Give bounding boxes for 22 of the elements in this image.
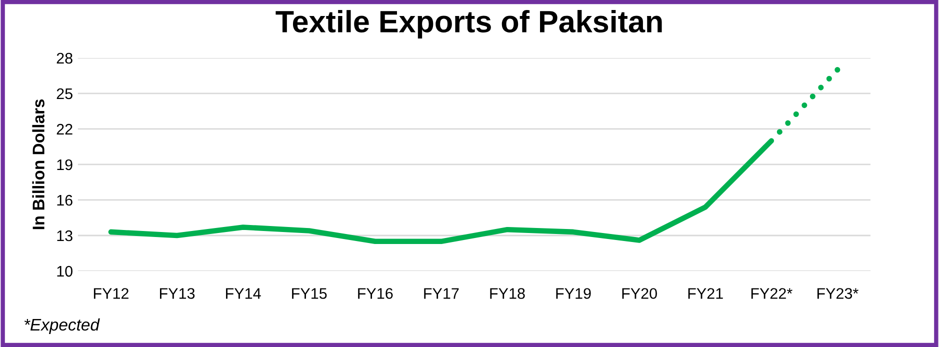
x-tick-label: FY20 (622, 288, 657, 299)
x-tick-label: FY17 (424, 288, 459, 299)
x-tick-label: FY19 (556, 288, 591, 299)
x-tick-label: FY12 (94, 288, 128, 299)
x-tick-label: FY22* (751, 288, 792, 299)
x-tick-label: FY13 (160, 288, 195, 299)
x-tick-label: FY23* (817, 288, 858, 299)
x-tick-label: FY21 (688, 288, 723, 299)
chart-title: Textile Exports of Paksitan (276, 10, 662, 39)
y-tick-label: 25 (56, 88, 72, 100)
y-tick-label: 22 (56, 124, 72, 135)
y-tick-label: 13 (57, 230, 72, 242)
text: *Expected (24, 318, 100, 334)
x-tick-label: FY14 (226, 288, 261, 299)
x-tick-label: FY16 (358, 288, 393, 299)
y-tick-label: 16 (57, 194, 72, 206)
x-tick-label: FY15 (292, 288, 327, 299)
y-tick-label: 10 (57, 266, 72, 277)
y-tick-label: 28 (56, 52, 72, 64)
y-axis-title: In Billion Dollars (32, 99, 44, 230)
x-tick-label: FY18 (490, 288, 525, 299)
y-tick-label: 19 (57, 159, 72, 170)
